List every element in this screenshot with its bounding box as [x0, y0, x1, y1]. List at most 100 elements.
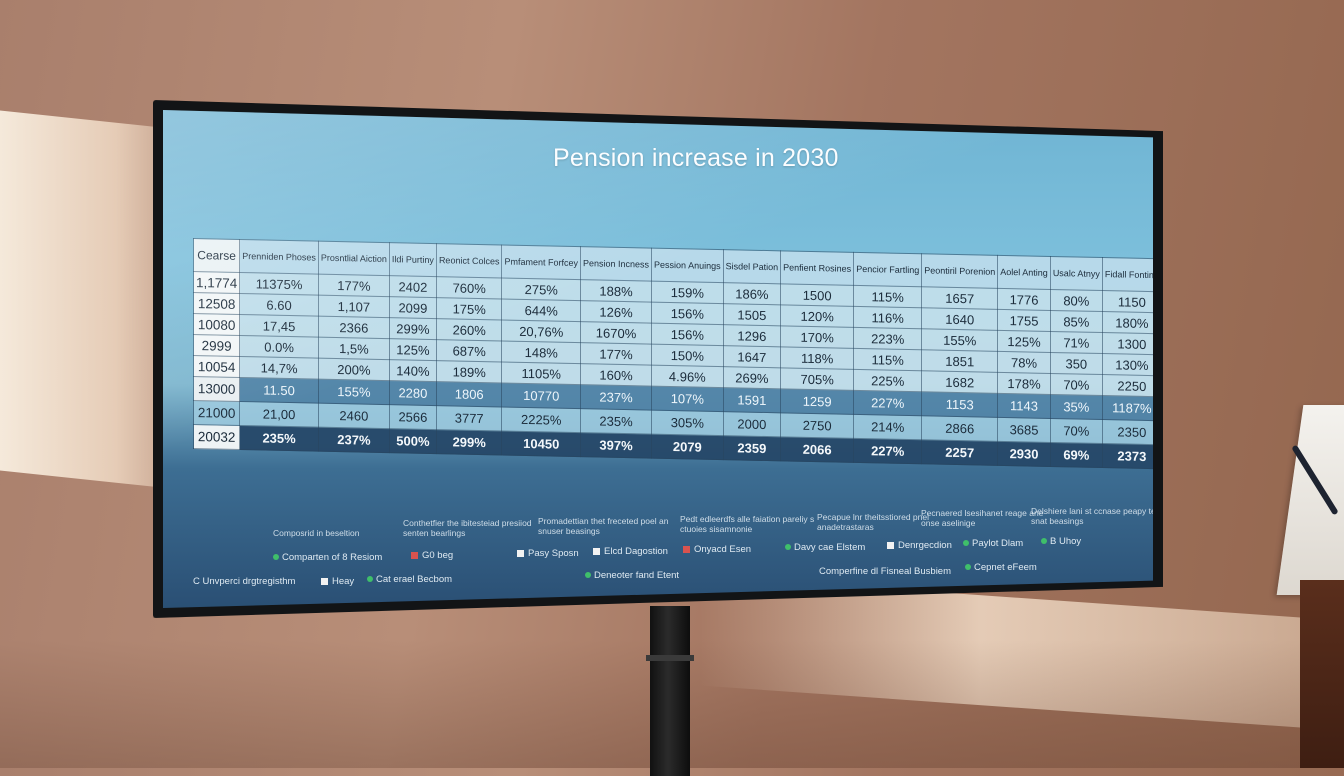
table-cell: 2930: [997, 441, 1051, 467]
table-cell: 2373: [1102, 443, 1153, 469]
legend-label: Cepnet eFeem: [974, 562, 1037, 573]
table-cell: 180%: [1102, 311, 1153, 334]
legend-label: Pasy Sposn: [528, 548, 579, 559]
legend-item: Deneoter fand Etent: [585, 570, 679, 581]
table-cell: 160%: [580, 363, 652, 387]
table-cell: 69%: [1050, 442, 1103, 468]
table-cell: 235%: [580, 408, 652, 435]
table-cell: 125%: [389, 338, 437, 361]
table-cell: 1,1774: [193, 271, 240, 294]
legend-label: Denrgecdion: [898, 540, 952, 551]
white-swatch-icon: [887, 541, 894, 549]
table-cell: 200%: [318, 358, 390, 381]
tv-stand: [650, 606, 690, 776]
table-cell: 4.96%: [651, 365, 724, 388]
table-cell: 17,45: [239, 314, 319, 338]
table-cell: 177%: [580, 342, 652, 366]
legend-item: Pasy Sposn: [517, 548, 579, 559]
legend-item: G0 beg: [411, 550, 453, 561]
table-cell: 140%: [389, 359, 437, 382]
table-cell: 269%: [723, 366, 781, 389]
white-swatch-icon: [321, 577, 328, 585]
column-header: Pmfament Forfcey: [501, 244, 581, 280]
table-cell: 1500: [780, 283, 854, 307]
tv-stand-joint: [646, 655, 694, 661]
column-header: Cearse: [193, 238, 240, 273]
table-cell: 1682: [921, 370, 998, 394]
column-header: Pension Incness: [580, 246, 652, 282]
table-cell: 2280: [389, 380, 437, 406]
pension-table: Cearse Prenniden Phoses Prosntlial Aiction…: [193, 238, 1153, 471]
legend-label: Cat erael Becbom: [376, 574, 453, 585]
legend-label: Paylot Dlam: [972, 538, 1024, 549]
legend-header: Delshiere lani st ccnase peapy teiet sna…: [1031, 506, 1153, 526]
table-cell: 177%: [318, 274, 390, 297]
table-cell: 1259: [780, 388, 854, 415]
table-cell: 235%: [239, 425, 319, 452]
table-cell: 3685: [997, 417, 1051, 443]
table-cell: 2099: [389, 296, 437, 319]
table-cell: 2866: [921, 415, 998, 442]
legend-item: Davy cae Elstem: [785, 542, 865, 553]
table-body: 1,1774 11375% 177% 2402 760% 275% 188% 159% 186%…: [193, 271, 1153, 471]
table-cell: 1150: [1102, 290, 1153, 313]
table-cell: 11.50: [239, 377, 319, 404]
table-cell: 1851: [921, 349, 998, 373]
table-cell: 1143: [997, 393, 1051, 419]
column-header: Pession Anuings: [651, 248, 724, 283]
table-cell: 148%: [501, 340, 581, 364]
table-cell: 80%: [1050, 289, 1103, 312]
table-cell: 13000: [193, 376, 240, 402]
legend-label: Comparten of 8 Resiom: [282, 552, 383, 563]
legend-label: Heay: [332, 576, 355, 587]
table-cell: 1640: [921, 307, 998, 331]
table-cell: 130%: [1102, 353, 1153, 376]
column-header: Peontiril Porenion: [921, 253, 998, 289]
table-cell: 1806: [436, 381, 502, 407]
table-cell: 397%: [580, 432, 652, 459]
table-cell: 227%: [853, 438, 922, 464]
table-cell: 1105%: [501, 361, 581, 385]
legend-item: Elcd Dagostion: [593, 546, 668, 557]
flipchart-easel: [1276, 405, 1344, 595]
table-cell: 2225%: [501, 406, 581, 433]
table-cell: 107%: [651, 386, 724, 412]
table-cell: 186%: [723, 282, 781, 305]
table-cell: 214%: [853, 414, 922, 440]
column-header: Aolel Anting: [997, 255, 1051, 290]
table-cell: 159%: [651, 281, 724, 304]
table-cell: 155%: [318, 379, 390, 405]
table-cell: 70%: [1050, 373, 1103, 396]
legend-label: Onyacd Esen: [694, 544, 752, 555]
table-cell: 12508: [193, 292, 240, 315]
table-cell: 2402: [389, 275, 437, 298]
table-cell: 115%: [853, 285, 922, 308]
table-cell: 150%: [651, 344, 724, 367]
table-cell: 2350: [1102, 419, 1153, 445]
table-cell: 237%: [580, 384, 652, 411]
table-cell: 1300: [1102, 332, 1153, 355]
legend-header: Promadettian thet freceted poel an snuse…: [538, 516, 669, 536]
green-dot-icon: [367, 576, 373, 583]
table-cell: 175%: [436, 297, 502, 320]
column-header: Reonict Colces: [436, 243, 502, 278]
table-cell: 10770: [501, 382, 581, 409]
table-cell: 85%: [1050, 310, 1103, 333]
column-header: Sisdel Pation: [723, 249, 781, 284]
table-cell: 237%: [318, 427, 390, 453]
table-cell: 0.0%: [239, 335, 319, 359]
table-cell: 299%: [389, 317, 437, 340]
table-cell: 118%: [780, 346, 854, 370]
green-dot-icon: [963, 540, 969, 547]
table-cell: 687%: [436, 339, 502, 362]
table-cell: 2566: [389, 404, 437, 430]
column-header: Prenniden Phoses: [239, 239, 319, 275]
table-cell: 1755: [997, 309, 1051, 332]
table-cell: 21,00: [239, 401, 319, 428]
legend-label: Deneoter fand Etent: [594, 570, 680, 581]
table-cell: 10080: [193, 313, 240, 336]
table-cell: 156%: [651, 323, 724, 346]
legend-item: C Unvperci drgtregisthm: [193, 576, 295, 587]
red-swatch-icon: [411, 551, 418, 559]
legend-item: Cat erael Becbom: [367, 574, 452, 585]
